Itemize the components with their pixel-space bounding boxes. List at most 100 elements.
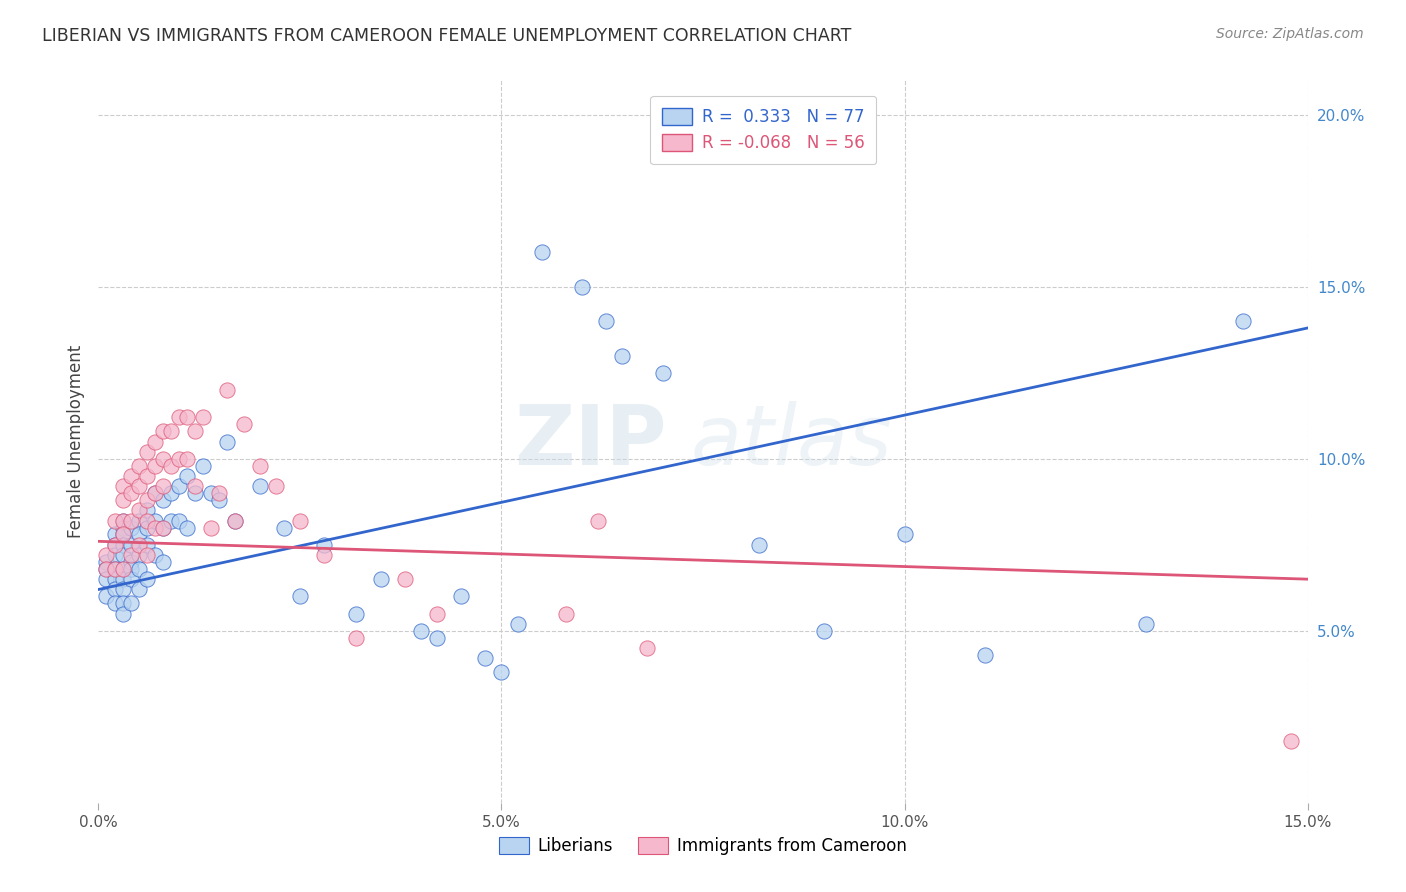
Point bbox=[96, 562, 118, 576]
Point bbox=[96, 548, 118, 562]
Point bbox=[314, 548, 336, 562]
Point bbox=[370, 572, 392, 586]
Point bbox=[128, 548, 150, 562]
Point bbox=[128, 538, 150, 552]
Point bbox=[120, 562, 142, 576]
Point bbox=[167, 410, 190, 425]
Point bbox=[176, 410, 198, 425]
Point bbox=[160, 486, 183, 500]
Point bbox=[128, 503, 150, 517]
Point bbox=[491, 665, 513, 679]
Point bbox=[111, 572, 134, 586]
Text: Source: ZipAtlas.com: Source: ZipAtlas.com bbox=[1216, 27, 1364, 41]
Point bbox=[111, 607, 134, 621]
Point bbox=[273, 520, 295, 534]
Point bbox=[651, 366, 673, 380]
Point bbox=[224, 514, 246, 528]
Text: atlas: atlas bbox=[690, 401, 893, 482]
Point bbox=[184, 486, 207, 500]
Point bbox=[111, 493, 134, 508]
Point bbox=[120, 548, 142, 562]
Point bbox=[111, 596, 134, 610]
Point bbox=[184, 479, 207, 493]
Point bbox=[143, 486, 166, 500]
Point bbox=[111, 479, 134, 493]
Point bbox=[135, 445, 157, 459]
Point bbox=[1281, 734, 1303, 748]
Point bbox=[103, 596, 125, 610]
Point bbox=[586, 514, 609, 528]
Point bbox=[96, 590, 118, 604]
Point bbox=[184, 424, 207, 438]
Point bbox=[120, 514, 142, 528]
Point bbox=[111, 514, 134, 528]
Point bbox=[103, 514, 125, 528]
Point bbox=[111, 562, 134, 576]
Point bbox=[450, 590, 472, 604]
Point bbox=[103, 548, 125, 562]
Point bbox=[128, 458, 150, 473]
Point bbox=[167, 514, 190, 528]
Point bbox=[128, 514, 150, 528]
Point bbox=[143, 434, 166, 449]
Point bbox=[530, 245, 553, 260]
Point bbox=[344, 607, 367, 621]
Point bbox=[506, 616, 529, 631]
Point bbox=[612, 349, 634, 363]
Point bbox=[135, 503, 157, 517]
Point bbox=[1232, 314, 1254, 328]
Point bbox=[152, 520, 174, 534]
Point bbox=[103, 538, 125, 552]
Point bbox=[96, 562, 118, 576]
Point bbox=[200, 520, 222, 534]
Point bbox=[143, 458, 166, 473]
Point bbox=[314, 538, 336, 552]
Point bbox=[120, 572, 142, 586]
Point bbox=[288, 514, 311, 528]
Point bbox=[152, 451, 174, 466]
Point bbox=[193, 458, 215, 473]
Point bbox=[208, 486, 231, 500]
Text: ZIP: ZIP bbox=[515, 401, 666, 482]
Point bbox=[120, 596, 142, 610]
Point bbox=[143, 514, 166, 528]
Point bbox=[111, 520, 134, 534]
Point bbox=[893, 527, 915, 541]
Point bbox=[167, 479, 190, 493]
Point bbox=[143, 520, 166, 534]
Point bbox=[128, 527, 150, 541]
Point bbox=[103, 582, 125, 597]
Point bbox=[111, 527, 134, 541]
Point bbox=[813, 624, 835, 638]
Point bbox=[120, 520, 142, 534]
Point bbox=[152, 493, 174, 508]
Point bbox=[409, 624, 432, 638]
Legend: R =  0.333   N = 77, R = -0.068   N = 56: R = 0.333 N = 77, R = -0.068 N = 56 bbox=[651, 95, 876, 164]
Point bbox=[135, 548, 157, 562]
Point bbox=[224, 514, 246, 528]
Point bbox=[96, 555, 118, 569]
Point bbox=[571, 279, 593, 293]
Text: LIBERIAN VS IMMIGRANTS FROM CAMEROON FEMALE UNEMPLOYMENT CORRELATION CHART: LIBERIAN VS IMMIGRANTS FROM CAMEROON FEM… bbox=[42, 27, 852, 45]
Point bbox=[193, 410, 215, 425]
Point bbox=[152, 555, 174, 569]
Point bbox=[143, 486, 166, 500]
Point bbox=[103, 562, 125, 576]
Point bbox=[176, 469, 198, 483]
Point bbox=[135, 538, 157, 552]
Point bbox=[1135, 616, 1157, 631]
Point bbox=[152, 479, 174, 493]
Point bbox=[217, 434, 239, 449]
Point bbox=[96, 572, 118, 586]
Point bbox=[128, 479, 150, 493]
Point bbox=[143, 548, 166, 562]
Point bbox=[474, 651, 496, 665]
Point bbox=[128, 562, 150, 576]
Point bbox=[160, 458, 183, 473]
Point bbox=[120, 538, 142, 552]
Point bbox=[636, 640, 658, 655]
Point bbox=[208, 493, 231, 508]
Point bbox=[103, 527, 125, 541]
Point bbox=[120, 469, 142, 483]
Point bbox=[111, 538, 134, 552]
